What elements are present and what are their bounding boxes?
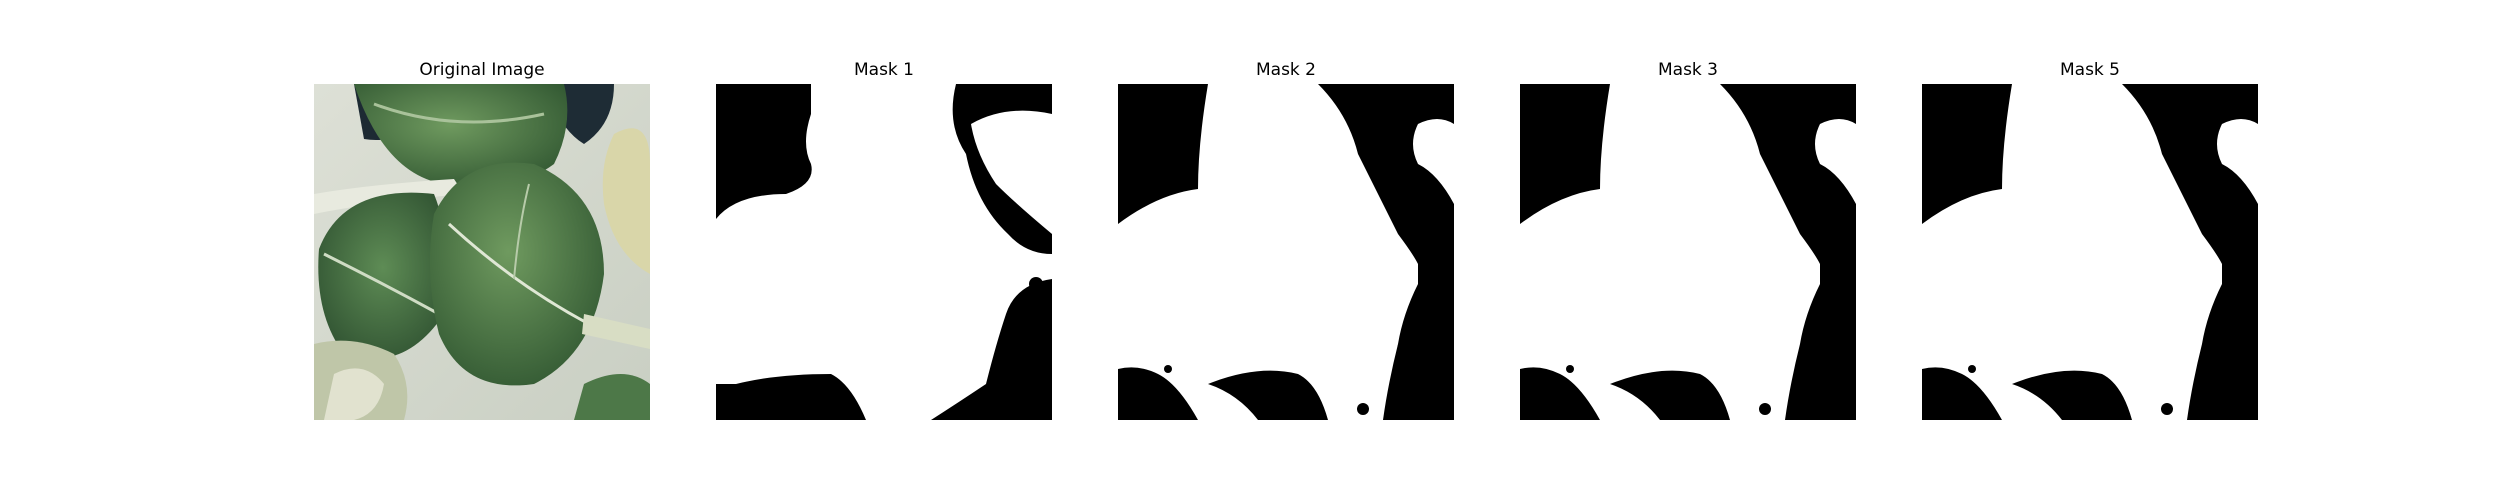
mask-5-title: Mask 5 bbox=[2059, 60, 2120, 80]
mask-5-panel: Mask 5 bbox=[1922, 56, 2258, 420]
mask-2-panel: Mask 2 bbox=[1118, 56, 1454, 420]
mask-1-title: Mask 1 bbox=[853, 60, 914, 80]
original-image bbox=[314, 84, 650, 420]
mask-3-panel: Mask 3 bbox=[1520, 56, 1856, 420]
original-image-title: Original Image bbox=[419, 60, 545, 80]
mask-3-image bbox=[1520, 84, 1856, 420]
mask-3-title: Mask 3 bbox=[1657, 60, 1718, 80]
original-image-panel: Original Image bbox=[314, 56, 650, 420]
mask-2-title: Mask 2 bbox=[1255, 60, 1316, 80]
mask-1-image bbox=[716, 84, 1052, 420]
mask-2-image bbox=[1118, 84, 1454, 420]
mask-5-image bbox=[1922, 84, 2258, 420]
mask-1-panel: Mask 1 bbox=[716, 56, 1052, 420]
